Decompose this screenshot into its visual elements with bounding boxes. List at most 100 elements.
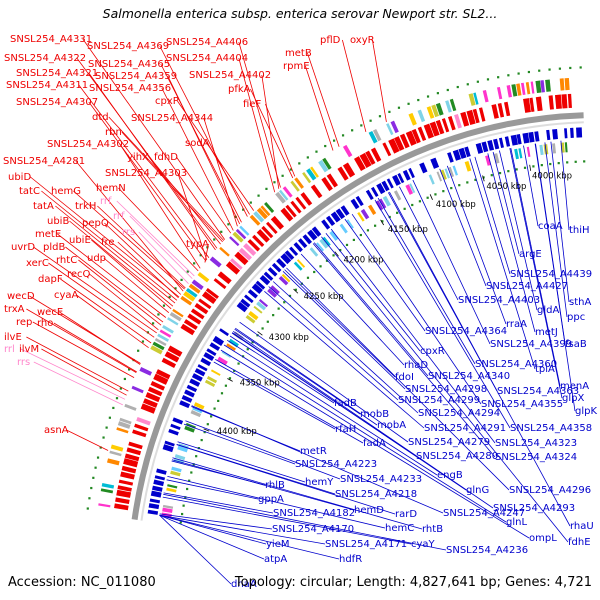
forward-cog-feature (219, 246, 230, 257)
gc-content-mark (466, 83, 469, 86)
gene-label: hemG (51, 186, 81, 197)
reverse-cds-feature (381, 180, 390, 192)
forward-cds-feature (256, 229, 270, 243)
reverse-cds-feature (464, 146, 471, 158)
forward-cog-feature (342, 144, 353, 158)
reverse-cog-feature (253, 305, 263, 314)
forward-cds-feature (382, 142, 392, 157)
gc-skew-mark (366, 229, 370, 232)
leader-line (344, 218, 426, 332)
gc-content-mark (446, 88, 449, 92)
leader-line (351, 213, 482, 405)
gene-label: SNSL254_A4182 (273, 508, 355, 519)
reverse-cds-feature (179, 400, 191, 409)
gc-content-mark (180, 278, 183, 281)
forward-cog-feature (496, 86, 503, 100)
gc-content-mark (227, 223, 230, 226)
gc-content-mark (306, 156, 309, 159)
reverse-cds-feature (311, 226, 322, 237)
reverse-cds-feature (200, 357, 212, 367)
leader-line (220, 349, 530, 539)
reverse-cog-feature (428, 174, 435, 185)
reverse-cog-feature (258, 299, 268, 308)
gene-label: cyaA (54, 290, 79, 301)
forward-cog-feature (559, 78, 565, 91)
gc-content-mark (193, 262, 196, 265)
forward-cog-feature (290, 180, 300, 192)
leader-line (66, 429, 109, 451)
leader-line (89, 273, 159, 331)
reverse-cog-feature (375, 200, 384, 211)
gc-skew-mark (192, 463, 195, 466)
forward-cds-feature (423, 123, 434, 139)
leader-line (469, 158, 536, 370)
forward-cog-feature (191, 279, 204, 290)
leader-line (439, 168, 487, 287)
gc-content-mark (90, 486, 93, 490)
reverse-cds-feature (209, 342, 221, 351)
leader-line (167, 476, 386, 529)
gc-content-mark (146, 331, 150, 334)
gene-label: SNSL254_A4406 (166, 37, 248, 48)
leader-line (26, 336, 129, 392)
forward-cds-feature (295, 196, 307, 210)
reverse-cds-feature (236, 301, 248, 313)
gc-skew-mark (182, 504, 185, 507)
forward-cds-feature (190, 308, 205, 320)
forward-cog-feature (172, 308, 184, 318)
kbp-tick-label: 4150 kbp (388, 225, 428, 235)
gc-content-mark (157, 313, 160, 316)
gc-content-mark (234, 215, 237, 219)
leader-line (330, 228, 496, 444)
leader-line (389, 191, 571, 527)
reverse-cog-feature (190, 410, 202, 418)
reverse-cog-feature (267, 288, 278, 298)
kbp-tick-label: 4350 kbp (240, 378, 280, 388)
forward-cds-feature (454, 113, 462, 129)
forward-cog-feature (511, 84, 518, 97)
gc-skew-mark (381, 220, 384, 223)
gene-label: SNSL254_A4311 (6, 80, 88, 91)
backbone-ring (131, 112, 584, 521)
forward-cog-feature (516, 83, 522, 96)
leader-line (138, 231, 189, 284)
reverse-cog-feature (192, 407, 203, 414)
leader-line (159, 514, 232, 585)
gene-label: rrs (17, 357, 30, 368)
leader-line (91, 239, 172, 310)
gc-content-mark (324, 144, 327, 148)
gc-content-mark (315, 150, 318, 153)
reverse-cds-feature (576, 127, 583, 138)
forward-cds-feature (523, 98, 531, 113)
forward-cog-feature (449, 98, 457, 112)
kbp-tick-mark (257, 331, 263, 336)
forward-cds-feature (238, 247, 252, 261)
gene-label: fdhD (154, 152, 178, 163)
forward-cds-feature (213, 278, 227, 290)
reverse-cds-feature (212, 335, 225, 346)
forward-cds-feature (155, 369, 171, 380)
reverse-cog-feature (464, 160, 472, 172)
kbp-tick-mark (293, 288, 299, 294)
gc-content-mark (507, 74, 510, 77)
gc-content-mark (360, 124, 363, 127)
gc-skew-mark (241, 355, 245, 358)
reverse-cds-feature (475, 142, 484, 154)
gc-content-mark (186, 270, 189, 273)
reverse-cds-feature (504, 136, 511, 147)
forward-cog-feature (150, 345, 163, 355)
gc-content-mark (486, 78, 490, 81)
leader-line (261, 74, 280, 189)
gc-content-mark (257, 194, 260, 197)
forward-cds-feature (198, 298, 212, 310)
forward-cds-feature (441, 118, 450, 133)
reverse-cds-feature (355, 195, 364, 207)
forward-cog-feature (260, 205, 271, 217)
gene-label: cpxR (420, 346, 445, 357)
reverse-cog-feature (539, 144, 544, 156)
gene-label: metR (300, 446, 327, 457)
gene-label: wecE (37, 307, 63, 318)
forward-cog-feature (183, 291, 196, 302)
gc-content-mark (456, 85, 459, 89)
gene-label: asnA (44, 425, 69, 436)
